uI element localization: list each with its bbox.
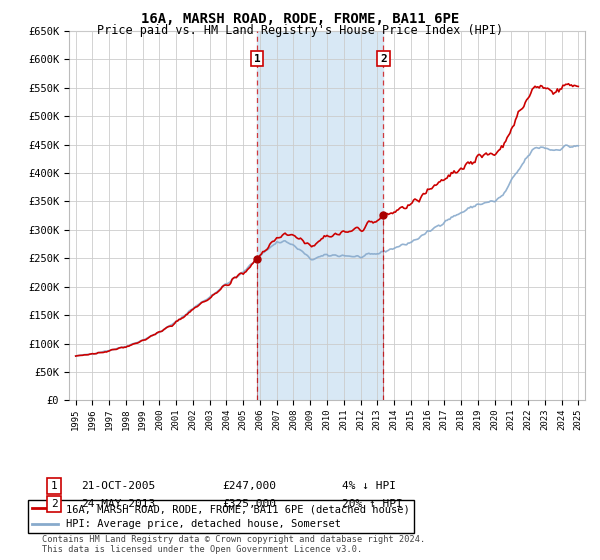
Text: 16A, MARSH ROAD, RODE, FROME, BA11 6PE: 16A, MARSH ROAD, RODE, FROME, BA11 6PE bbox=[141, 12, 459, 26]
Text: 2: 2 bbox=[50, 499, 58, 509]
Text: 20% ↑ HPI: 20% ↑ HPI bbox=[342, 499, 403, 509]
Text: Contains HM Land Registry data © Crown copyright and database right 2024.
This d: Contains HM Land Registry data © Crown c… bbox=[42, 535, 425, 554]
Text: 24-MAY-2013: 24-MAY-2013 bbox=[81, 499, 155, 509]
Text: 4% ↓ HPI: 4% ↓ HPI bbox=[342, 481, 396, 491]
Text: Price paid vs. HM Land Registry's House Price Index (HPI): Price paid vs. HM Land Registry's House … bbox=[97, 24, 503, 37]
Text: 1: 1 bbox=[254, 54, 260, 63]
Text: 21-OCT-2005: 21-OCT-2005 bbox=[81, 481, 155, 491]
Text: 2: 2 bbox=[380, 54, 387, 63]
Bar bbox=[257, 31, 383, 400]
Text: £247,000: £247,000 bbox=[222, 481, 276, 491]
Text: 1: 1 bbox=[50, 481, 58, 491]
Legend: 16A, MARSH ROAD, RODE, FROME, BA11 6PE (detached house), HPI: Average price, det: 16A, MARSH ROAD, RODE, FROME, BA11 6PE (… bbox=[28, 500, 414, 533]
Text: £325,000: £325,000 bbox=[222, 499, 276, 509]
